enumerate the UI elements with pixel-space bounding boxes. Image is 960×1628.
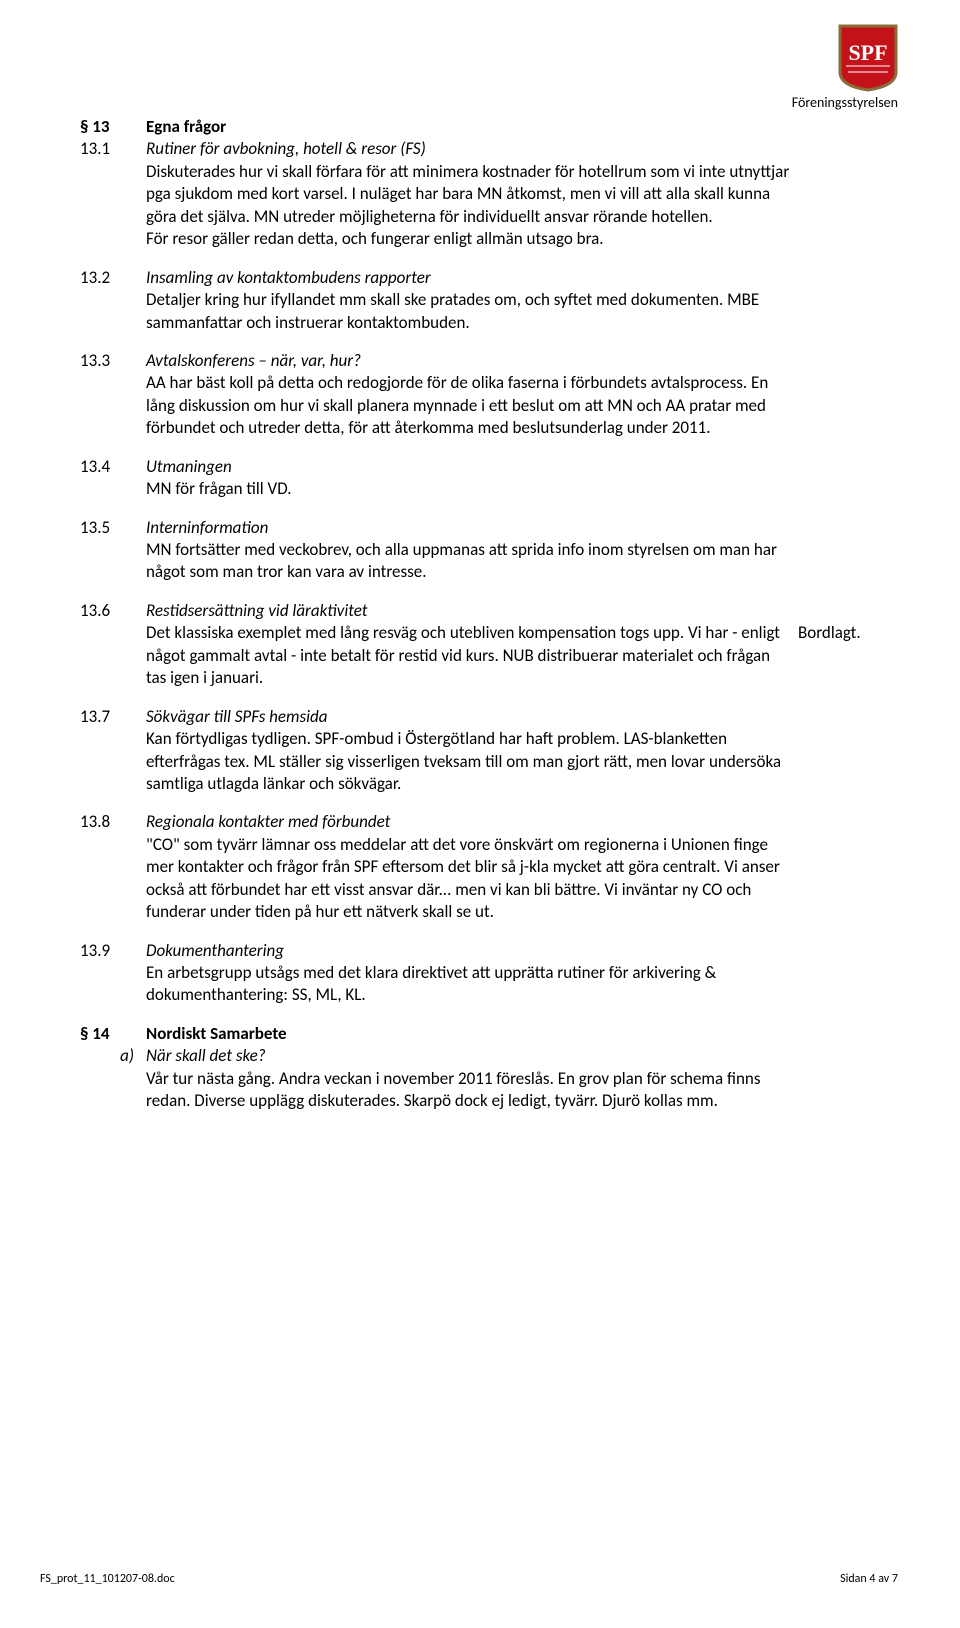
section-margin-note xyxy=(790,706,880,796)
section-number: 13.3 xyxy=(80,350,146,440)
section-margin-note xyxy=(790,517,880,584)
section-margin-note xyxy=(790,456,880,501)
section-subtitle: Rutiner för avbokning, hotell & resor (F… xyxy=(146,138,426,159)
header-right: SPF Föreningsstyrelsen xyxy=(838,24,898,92)
logo-spf: SPF xyxy=(838,24,898,92)
section-text: Diskuterades hur vi skall förfara för at… xyxy=(146,161,790,228)
section-body: Restidsersättning vid läraktivitetDet kl… xyxy=(146,600,790,690)
section-13.2: 13.2Insamling av kontaktombudens rapport… xyxy=(80,267,880,334)
section-number: a) xyxy=(80,1045,146,1112)
section-text: Detaljer kring hur ifyllandet mm skall s… xyxy=(146,289,790,334)
section-margin-note xyxy=(790,940,880,1007)
section-title: Egna frågor xyxy=(146,116,226,137)
section-text: MN fortsätter med veckobrev, och alla up… xyxy=(146,539,790,584)
footer-page: Sidan 4 av 7 xyxy=(840,1572,898,1588)
section-13.5: 13.5InterninformationMN fortsätter med v… xyxy=(80,517,880,584)
section-margin-note xyxy=(790,1045,880,1112)
section-body: Insamling av kontaktombudens rapporterDe… xyxy=(146,267,790,334)
section-body: DokumenthanteringEn arbetsgrupp utsågs m… xyxy=(146,940,790,1007)
section-body: Regionala kontakter med förbundet"CO" so… xyxy=(146,811,790,923)
section-text: "CO" som tyvärr lämnar oss meddelar att … xyxy=(146,834,790,924)
section-number: § 14 xyxy=(80,1023,146,1045)
section-number: 13.6 xyxy=(80,600,146,690)
section-text: Vår tur nästa gång. Andra veckan i novem… xyxy=(146,1068,790,1113)
section-text: Kan förtydligas tydligen. SPF-ombud i Ös… xyxy=(146,728,790,795)
section-13.9: 13.9DokumenthanteringEn arbetsgrupp utså… xyxy=(80,940,880,1007)
section-13.6: 13.6Restidsersättning vid läraktivitetDe… xyxy=(80,600,880,690)
section-subtitle: Avtalskonferens – när, var, hur? xyxy=(146,350,361,371)
section-number: 13.2 xyxy=(80,267,146,334)
section-body: Sökvägar till SPFs hemsidaKan förtydliga… xyxy=(146,706,790,796)
section-body: Rutiner för avbokning, hotell & resor (F… xyxy=(146,138,790,250)
section-number: § 13 xyxy=(80,116,146,138)
logo-text: SPF xyxy=(848,40,887,65)
section-subtitle: När skall det ske? xyxy=(146,1045,266,1066)
section-subtitle: Regionala kontakter med förbundet xyxy=(146,811,390,832)
section-subtitle: Utmaningen xyxy=(146,456,232,477)
section-subtitle: Dokumenthantering xyxy=(146,940,284,961)
section-13.3: 13.3Avtalskonferens – när, var, hur?AA h… xyxy=(80,350,880,440)
section-number: 13.9 xyxy=(80,940,146,1007)
section-13.4: 13.4UtmaningenMN för frågan till VD. xyxy=(80,456,880,501)
section-margin-note xyxy=(790,350,880,440)
section-§ 14: § 14Nordiskt Samarbete xyxy=(80,1023,880,1045)
section-13.8: 13.8Regionala kontakter med förbundet"CO… xyxy=(80,811,880,923)
section-body: När skall det ske?Vår tur nästa gång. An… xyxy=(146,1045,790,1112)
section-body: InterninformationMN fortsätter med vecko… xyxy=(146,517,790,584)
section-margin-note xyxy=(790,116,880,138)
section-number: 13.8 xyxy=(80,811,146,923)
section-body: UtmaningenMN för frågan till VD. xyxy=(146,456,790,501)
footer: FS_prot_11_101207-08.doc Sidan 4 av 7 xyxy=(40,1572,898,1588)
section-number: 13.1 xyxy=(80,138,146,250)
section-number: 13.7 xyxy=(80,706,146,796)
section-margin-note xyxy=(790,811,880,923)
footer-filename: FS_prot_11_101207-08.doc xyxy=(40,1572,175,1588)
section-margin-note xyxy=(790,1023,880,1045)
section-subtitle: Interninformation xyxy=(146,517,268,538)
section-body: Avtalskonferens – när, var, hur?AA har b… xyxy=(146,350,790,440)
section-number: 13.4 xyxy=(80,456,146,501)
section-text: Det klassiska exemplet med lång resväg o… xyxy=(146,622,790,689)
document-content: § 13Egna frågor13.1Rutiner för avbokning… xyxy=(80,116,880,1129)
section-§ 13: § 13Egna frågor xyxy=(80,116,880,138)
section-subtitle: Sökvägar till SPFs hemsida xyxy=(146,706,327,727)
shield-icon: SPF xyxy=(838,24,898,92)
section-text: En arbetsgrupp utsågs med det klara dire… xyxy=(146,962,790,1007)
header-org-label: Föreningsstyrelsen xyxy=(792,94,898,112)
section-number: 13.5 xyxy=(80,517,146,584)
section-body: Egna frågor xyxy=(146,116,790,138)
section-subtitle: Restidsersättning vid läraktivitet xyxy=(146,600,367,621)
section-text: AA har bäst koll på detta och redogjorde… xyxy=(146,372,790,439)
section-margin-note: Bordlagt. xyxy=(790,600,880,690)
section-text: MN för frågan till VD. xyxy=(146,478,790,500)
section-margin-note xyxy=(790,138,880,250)
section-subtitle: Insamling av kontaktombudens rapporter xyxy=(146,267,431,288)
section-title: Nordiskt Samarbete xyxy=(146,1023,287,1044)
section-a): a)När skall det ske?Vår tur nästa gång. … xyxy=(80,1045,880,1112)
section-body: Nordiskt Samarbete xyxy=(146,1023,790,1045)
section-13.7: 13.7Sökvägar till SPFs hemsidaKan förtyd… xyxy=(80,706,880,796)
section-13.1: 13.1Rutiner för avbokning, hotell & reso… xyxy=(80,138,880,250)
section-margin-note xyxy=(790,267,880,334)
section-text: För resor gäller redan detta, och funger… xyxy=(146,228,790,250)
